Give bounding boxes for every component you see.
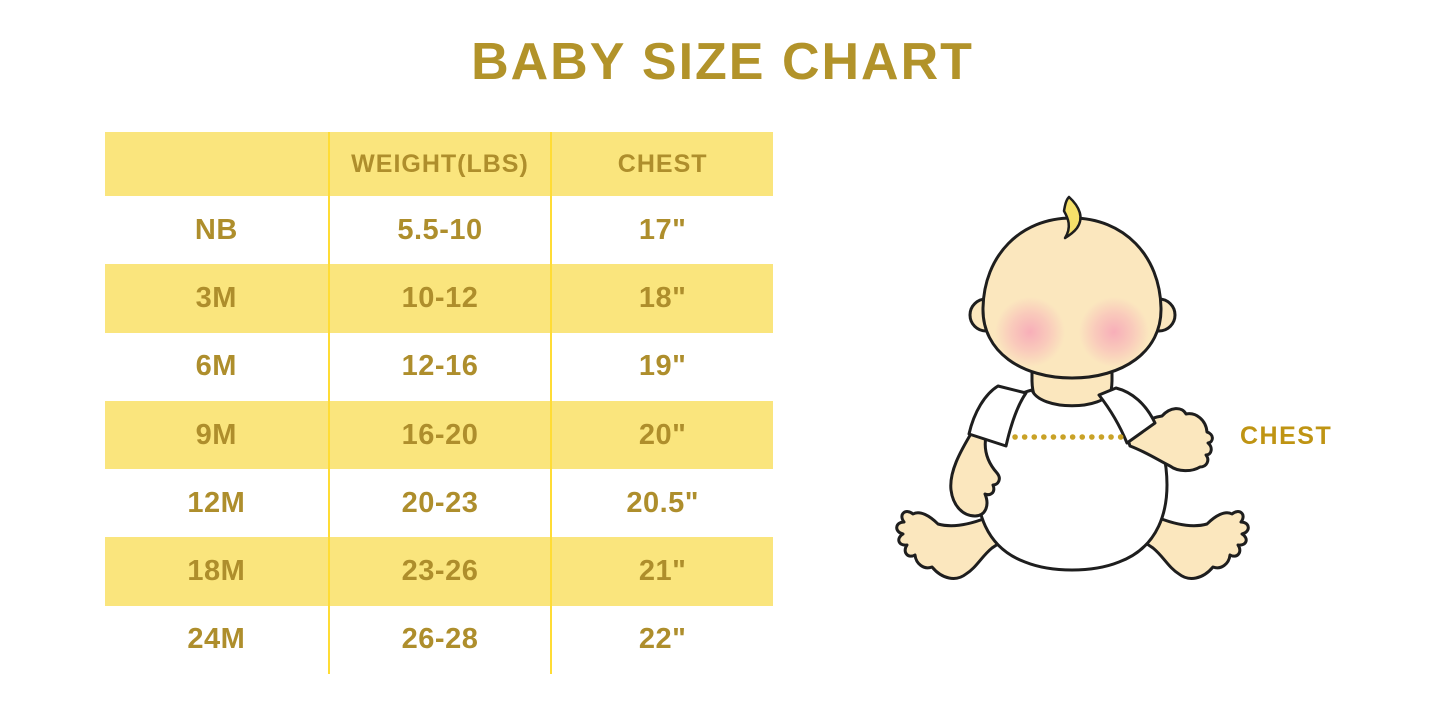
weight-cell: 16-20	[327, 400, 551, 470]
size-cell: 6M	[195, 350, 237, 383]
chest-cell: 22"	[550, 605, 773, 675]
size-cell: 9M	[195, 418, 237, 451]
size-cell: NB	[194, 213, 238, 246]
size-cell: 24M	[187, 623, 246, 656]
weight-cell: 10-12	[327, 264, 551, 333]
weight-cell: 23-26	[327, 537, 551, 606]
table-row: NB 5.5-10 17"	[105, 196, 773, 265]
chest-cell: 21"	[550, 537, 773, 606]
baby-left-sleeve	[967, 384, 1028, 448]
table-row: 6M 12-16 19"	[105, 332, 773, 401]
header-size-cell	[105, 132, 328, 196]
baby-left-arm	[949, 430, 1001, 518]
chest-cell: 18"	[550, 264, 773, 333]
size-cell: 3M	[195, 281, 237, 314]
baby-illustration	[880, 180, 1360, 610]
page-title: BABY SIZE CHART	[471, 33, 974, 91]
baby-illustration-svg	[895, 195, 1250, 580]
baby-right-cheek	[1079, 297, 1149, 367]
baby-right-sleeve	[1097, 386, 1157, 445]
size-cell: 12M	[187, 486, 246, 519]
table-header-row: WEIGHT(LBS) CHEST	[105, 132, 773, 196]
chest-cell: 17"	[550, 196, 773, 265]
table-row: 24M 26-28 22"	[105, 605, 773, 675]
size-cell: 18M	[187, 555, 246, 588]
weight-cell: 12-16	[327, 332, 551, 401]
chest-cell: 20.5"	[550, 469, 773, 538]
table-row: 3M 10-12 18"	[105, 264, 773, 333]
header-weight-cell: WEIGHT(LBS)	[327, 132, 551, 196]
baby-hair-tuft	[1062, 195, 1082, 240]
baby-size-table: WEIGHT(LBS) CHEST NB 5.5-10 17" 3M 10-12…	[105, 132, 773, 675]
header-chest-cell: CHEST	[550, 132, 773, 196]
table-row: 9M 16-20 20"	[105, 400, 773, 470]
weight-cell: 20-23	[327, 469, 551, 538]
chest-cell: 20"	[550, 400, 773, 470]
chest-cell: 19"	[550, 332, 773, 401]
chest-measure-label: CHEST	[1240, 422, 1333, 450]
weight-cell: 5.5-10	[327, 196, 551, 265]
table-row: 12M 20-23 20.5"	[105, 469, 773, 538]
table-row: 18M 23-26 21"	[105, 537, 773, 606]
weight-cell: 26-28	[327, 605, 551, 675]
baby-left-cheek	[995, 297, 1065, 367]
